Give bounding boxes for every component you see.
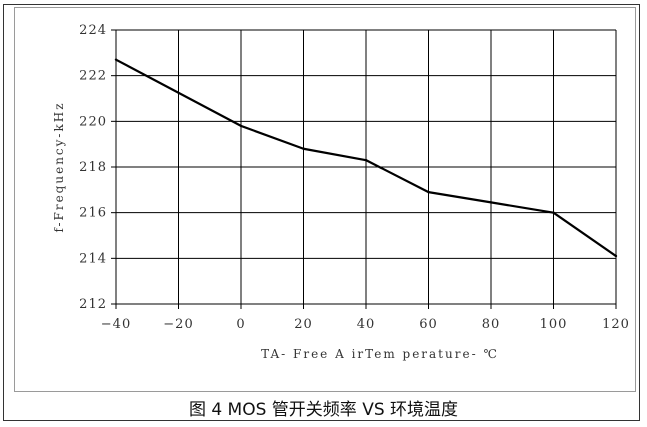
data-point bbox=[239, 124, 243, 128]
x-tick-label: 120 bbox=[602, 317, 630, 332]
x-tick-label: 0 bbox=[236, 317, 245, 332]
y-tick-label: 224 bbox=[79, 23, 107, 38]
series bbox=[114, 58, 618, 258]
y-axis-title: f-Frequency-kHz bbox=[52, 101, 66, 232]
y-tick-label: 214 bbox=[79, 251, 107, 266]
y-tick-label: 220 bbox=[79, 114, 107, 129]
grid bbox=[111, 29, 617, 309]
data-point bbox=[427, 190, 430, 194]
x-tick-label: −20 bbox=[163, 317, 193, 332]
data-point bbox=[114, 58, 118, 61]
data-point bbox=[552, 211, 555, 214]
x-tick-label: 80 bbox=[482, 317, 501, 332]
y-tick-label: 212 bbox=[79, 297, 107, 312]
x-tick-label: 60 bbox=[419, 317, 438, 332]
data-point bbox=[489, 201, 493, 204]
x-tick-label: −40 bbox=[101, 317, 131, 332]
data-point bbox=[364, 158, 368, 162]
y-tick-label: 222 bbox=[79, 69, 107, 84]
data-point bbox=[614, 254, 618, 258]
chart-container bbox=[14, 7, 636, 392]
x-axis-title: TA- Free A irTem perature- ℃ bbox=[261, 347, 499, 361]
data-point bbox=[302, 147, 305, 150]
figure-caption: 图 4 MOS 管开关频率 VS 环境温度 bbox=[188, 400, 459, 420]
tick-labels: −40 −20 0 20 40 60 80 100 120 212 214 216 218 220 222 2… bbox=[79, 23, 630, 332]
x-tick-label: 100 bbox=[540, 317, 568, 332]
series-line-0 bbox=[115, 58, 617, 257]
x-tick-label: 20 bbox=[294, 317, 313, 332]
y-tick-label: 218 bbox=[79, 160, 107, 175]
y-tick-label: 216 bbox=[79, 206, 107, 221]
x-tick-label: 40 bbox=[357, 317, 376, 332]
